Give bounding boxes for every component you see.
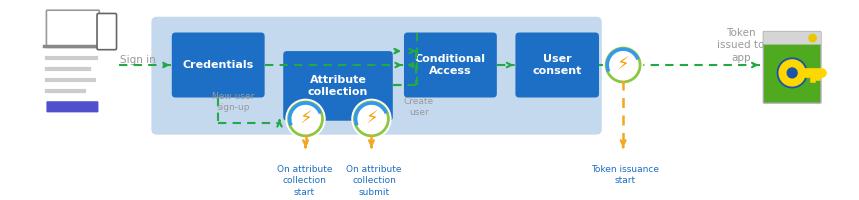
Circle shape [777,58,807,88]
FancyBboxPatch shape [172,33,265,98]
Text: Conditional
Access: Conditional Access [415,54,486,76]
Text: On attribute
collection
start: On attribute collection start [277,165,332,197]
Circle shape [354,101,389,137]
FancyBboxPatch shape [97,13,117,50]
FancyBboxPatch shape [46,101,99,112]
FancyBboxPatch shape [46,10,100,47]
Text: User
consent: User consent [533,54,582,76]
Text: Create
user: Create user [404,97,434,117]
Circle shape [288,101,323,137]
FancyBboxPatch shape [404,33,497,98]
Text: Sign in: Sign in [119,55,155,65]
Text: Credentials: Credentials [183,60,254,70]
Text: Attribute
collection: Attribute collection [308,75,369,97]
Text: On attribute
collection
submit: On attribute collection submit [346,165,402,197]
FancyBboxPatch shape [151,17,602,135]
FancyBboxPatch shape [764,32,821,103]
Circle shape [608,50,638,80]
Circle shape [779,60,805,86]
FancyBboxPatch shape [515,33,599,98]
Circle shape [286,99,325,138]
Circle shape [787,68,797,78]
FancyBboxPatch shape [764,32,821,45]
Circle shape [290,104,320,134]
Circle shape [356,104,387,134]
Circle shape [606,47,641,83]
Text: New user
sign-up: New user sign-up [212,92,254,112]
Text: ⚡: ⚡ [617,56,630,74]
Text: ⚡: ⚡ [299,110,312,128]
Text: ⚡: ⚡ [365,110,378,128]
Circle shape [809,34,816,42]
Text: Token issuance
start: Token issuance start [591,165,659,185]
Text: Token
issued to
app: Token issued to app [717,28,765,63]
FancyBboxPatch shape [283,51,393,121]
Circle shape [352,99,391,138]
Circle shape [604,46,643,85]
